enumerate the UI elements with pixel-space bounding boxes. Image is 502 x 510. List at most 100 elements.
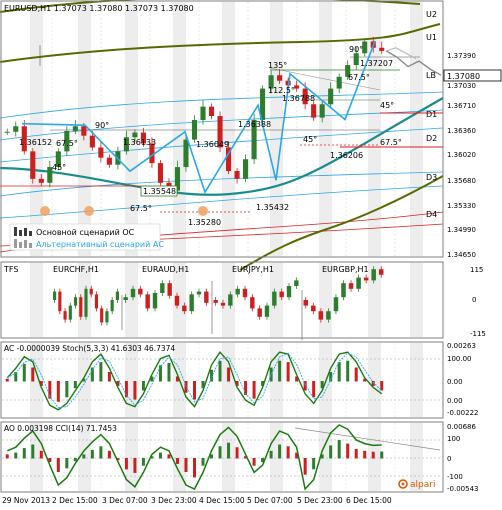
band-label-d4: D4 xyxy=(426,210,437,219)
ac-bar xyxy=(312,381,316,398)
price-label: 1.36388 xyxy=(238,120,271,129)
cross-bar xyxy=(220,302,226,306)
ac-bar xyxy=(99,362,103,382)
ac-bar xyxy=(346,360,350,382)
ao-axis-tick: -0.00543 xyxy=(447,485,478,493)
ao-bar xyxy=(210,454,214,459)
brand-name: alpari xyxy=(410,480,435,490)
cross-bar xyxy=(167,283,172,296)
cross-axis-tick: 115 xyxy=(470,266,483,274)
legend-main-scenario: Основной сценарий ОС xyxy=(36,228,135,237)
ao-bar xyxy=(201,458,205,466)
cross-bar xyxy=(228,294,233,306)
session-stripe xyxy=(125,2,138,256)
ao-bar xyxy=(14,452,18,459)
ao-bar xyxy=(337,440,341,459)
candle-body xyxy=(260,88,266,120)
thin-band-line xyxy=(0,185,444,219)
thin-band-line xyxy=(0,91,444,119)
band-labels: U2 U1 LB D1 D2 D3 D4 xyxy=(426,10,437,219)
ao-bar xyxy=(329,445,333,459)
candle-body xyxy=(328,88,334,105)
ao-bar xyxy=(150,456,154,459)
ao-axis-tick: 0.00686 xyxy=(447,423,476,431)
angle-label: 67.5° xyxy=(130,204,152,213)
angle-label: 67.5° xyxy=(380,138,402,147)
ao-bar xyxy=(124,458,128,470)
ao-bar xyxy=(261,458,265,463)
candle-body xyxy=(251,119,257,160)
price-label: 1.35548 xyxy=(143,187,176,196)
candle-body xyxy=(106,157,112,165)
cross-rates-panel[interactable]: TFS EURCHF,H1 EURAUD,H1 EURJPY,H1 EURGBP… xyxy=(0,45,486,340)
ao-bar xyxy=(303,458,307,475)
ao-bar xyxy=(218,446,222,459)
candle-body xyxy=(89,135,95,148)
price-axis-tick: 1.37030 xyxy=(447,82,476,90)
candle-body xyxy=(55,151,61,168)
cross-bar xyxy=(341,283,346,298)
candle-body xyxy=(268,75,274,89)
ac-bar xyxy=(82,378,86,382)
stochastic-line xyxy=(6,351,383,411)
legend-alt-scenario: Альтернативный сценарий АС xyxy=(36,240,164,249)
price-panel[interactable]: EURUSD,H1 1.37073 1.37080 1.37073 1.3708… xyxy=(0,0,502,271)
cross-bar xyxy=(318,311,324,320)
band-label-lb: LB xyxy=(426,71,436,80)
ao-cci-panel[interactable]: AO 0.003198 CCI(14) 71.7453 0.00686 100 … xyxy=(0,421,478,493)
candle-body xyxy=(200,106,206,120)
cross-bar xyxy=(53,291,57,300)
session-stripe xyxy=(368,263,381,337)
cross-bar xyxy=(138,288,143,295)
ao-bar xyxy=(286,446,290,459)
candle-body xyxy=(140,132,146,144)
ao-bar xyxy=(295,452,299,459)
main-scenario-icon xyxy=(14,227,32,236)
angle-label: 90° xyxy=(349,45,363,54)
cross-bar xyxy=(348,283,354,289)
ao-histogram xyxy=(5,440,384,478)
price-label: 1.36788 xyxy=(282,94,315,103)
cross-label-eurchf: EURCHF,H1 xyxy=(53,265,99,274)
candle-body xyxy=(132,132,138,138)
cross-bar xyxy=(73,297,78,306)
candle-body xyxy=(336,76,342,89)
cross-axis-tick: 0 xyxy=(472,296,476,304)
cross-bar xyxy=(196,291,202,295)
cross-bar xyxy=(58,291,62,312)
ac-bar xyxy=(210,369,214,382)
cross-bar xyxy=(204,291,209,303)
candle-body xyxy=(174,167,181,191)
ac-bar xyxy=(107,372,111,382)
ac-panel-header: AC -0.0000039 Stoch(5,3,3) 41.6303 46.73… xyxy=(4,344,175,353)
session-stripe xyxy=(410,343,423,417)
candle-body xyxy=(98,147,104,158)
cross-bar xyxy=(189,294,194,312)
last-price-label: 1.37080 xyxy=(447,72,480,81)
cross-bar xyxy=(105,311,109,323)
cross-bar xyxy=(89,288,93,295)
ao-bar xyxy=(116,458,120,461)
ac-stochastic-panel[interactable]: AC -0.0000039 Stoch(5,3,3) 41.6303 46.73… xyxy=(0,341,478,419)
alpari-logo: alpari xyxy=(398,479,435,490)
price-panel-header: EURUSD,H1 1.37073 1.37080 1.37073 1.3708… xyxy=(4,4,194,13)
candle-body xyxy=(123,137,129,152)
ac-bar xyxy=(193,381,196,400)
cross-bar xyxy=(294,280,299,286)
angle-label: 112.5° xyxy=(268,86,295,95)
price-axis-tick: 1.36020 xyxy=(447,151,476,159)
ao-bar xyxy=(278,444,282,459)
ao-axis-tick: -100 xyxy=(447,473,463,481)
pivot-markers xyxy=(40,206,208,216)
ac-bar xyxy=(73,381,77,389)
ao-bar xyxy=(82,454,86,459)
band-label-d3: D3 xyxy=(426,173,437,182)
ac-bar xyxy=(235,381,239,386)
ac-bar xyxy=(65,381,69,398)
ao-bar xyxy=(252,458,256,466)
time-axis-label: 29 Nov 2013 xyxy=(2,496,50,505)
cci-line xyxy=(7,424,382,491)
ac-histogram xyxy=(5,360,384,402)
candle-body xyxy=(319,104,325,118)
